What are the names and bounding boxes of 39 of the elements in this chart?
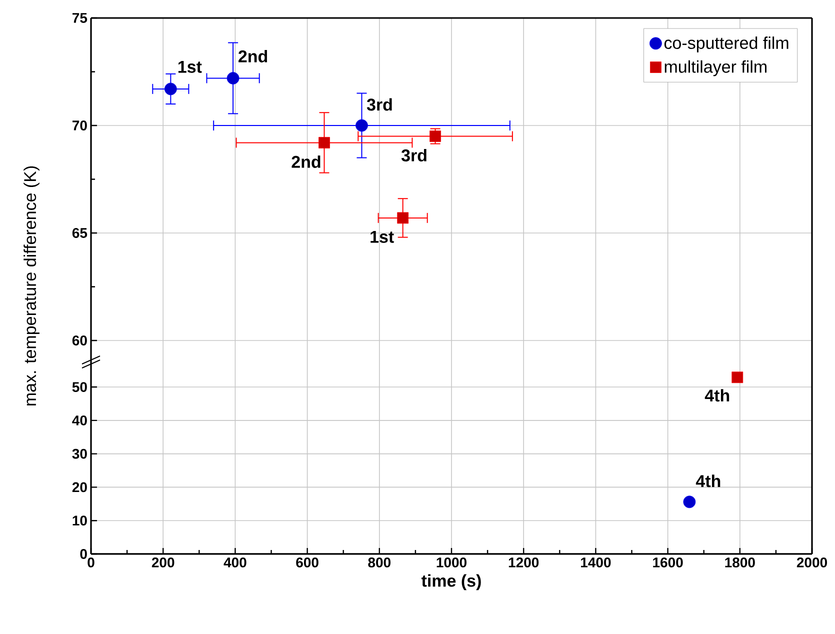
annotation: 2nd [238, 50, 268, 62]
point [226, 72, 240, 84]
y-tick-label: 70 [72, 120, 87, 130]
x-tick-label: 0 [88, 558, 94, 568]
annotation: 3rd [401, 148, 426, 162]
legend-label: multilayer film [664, 60, 766, 76]
x-tick-label: 1200 [508, 558, 539, 568]
annotation: 3rd [366, 98, 392, 111]
annotation: 1st [178, 61, 202, 73]
x-tick-label: 400 [224, 558, 246, 568]
point [430, 130, 441, 142]
annotation: 2nd [292, 155, 320, 168]
annotation: 1st [370, 231, 394, 243]
y-tick-label: 30 [72, 448, 87, 459]
y-axis-title: max. temperature difference (K) [24, 166, 40, 406]
x-tick-label: 1800 [725, 558, 755, 568]
annotation: 4th [696, 474, 720, 488]
x-tick-label: 2000 [796, 558, 827, 568]
point [356, 119, 368, 132]
annotation: 4th [704, 389, 730, 402]
point [318, 136, 330, 148]
x-tick-label: 800 [368, 558, 391, 568]
x-tick-label: 1400 [581, 558, 611, 568]
y-tick-label: 40 [72, 415, 87, 426]
y-tick-label: 50 [72, 382, 87, 392]
x-tick-label: 1600 [653, 558, 683, 568]
x-axis-title: time (s) [421, 574, 481, 590]
y-tick-label: 75 [72, 13, 88, 23]
legend-label: co-sputtered film [664, 36, 788, 52]
y-tick-label: 60 [72, 336, 87, 346]
y-tick-label: 0 [80, 549, 87, 559]
point [397, 212, 409, 224]
x-tick-label: 200 [152, 558, 174, 568]
x-tick-label: 1000 [436, 558, 466, 568]
y-tick-label: 10 [72, 516, 87, 526]
y-tick-label: 20 [72, 482, 87, 492]
x-tick-label: 600 [296, 558, 318, 568]
point [164, 82, 177, 96]
y-tick-label: 65 [72, 228, 88, 238]
